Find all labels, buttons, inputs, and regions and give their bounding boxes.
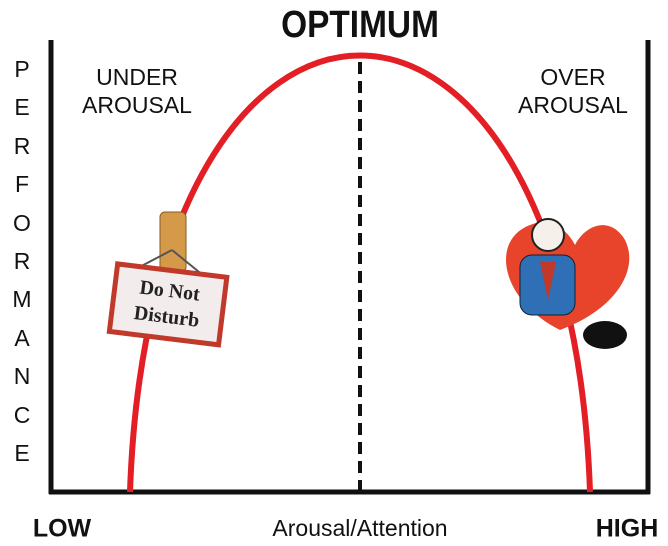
over-arousal-label: OVER <box>540 64 605 90</box>
door-handle <box>160 212 186 272</box>
sign-board <box>109 264 226 345</box>
y-axis-label: PERFORMANCE <box>12 50 32 472</box>
x-axis-label: Arousal/Attention <box>272 515 447 541</box>
stressed-man-illustration <box>506 219 629 349</box>
man-head <box>532 219 564 251</box>
telephone <box>583 321 627 349</box>
under-arousal-label: UNDER <box>96 64 178 90</box>
diagram: OPTIMUM UNDER AROUSAL OVER AROUSAL Do No… <box>0 0 668 546</box>
x-low-label: LOW <box>33 515 92 543</box>
under-arousal-label: AROUSAL <box>82 92 192 118</box>
canvas: OPTIMUM UNDER AROUSAL OVER AROUSAL Do No… <box>0 0 668 546</box>
over-arousal-label: AROUSAL <box>518 92 628 118</box>
x-high-label: HIGH <box>596 515 659 543</box>
title: OPTIMUM <box>281 3 439 45</box>
do-not-disturb-illustration: Do Not Disturb <box>109 212 226 345</box>
